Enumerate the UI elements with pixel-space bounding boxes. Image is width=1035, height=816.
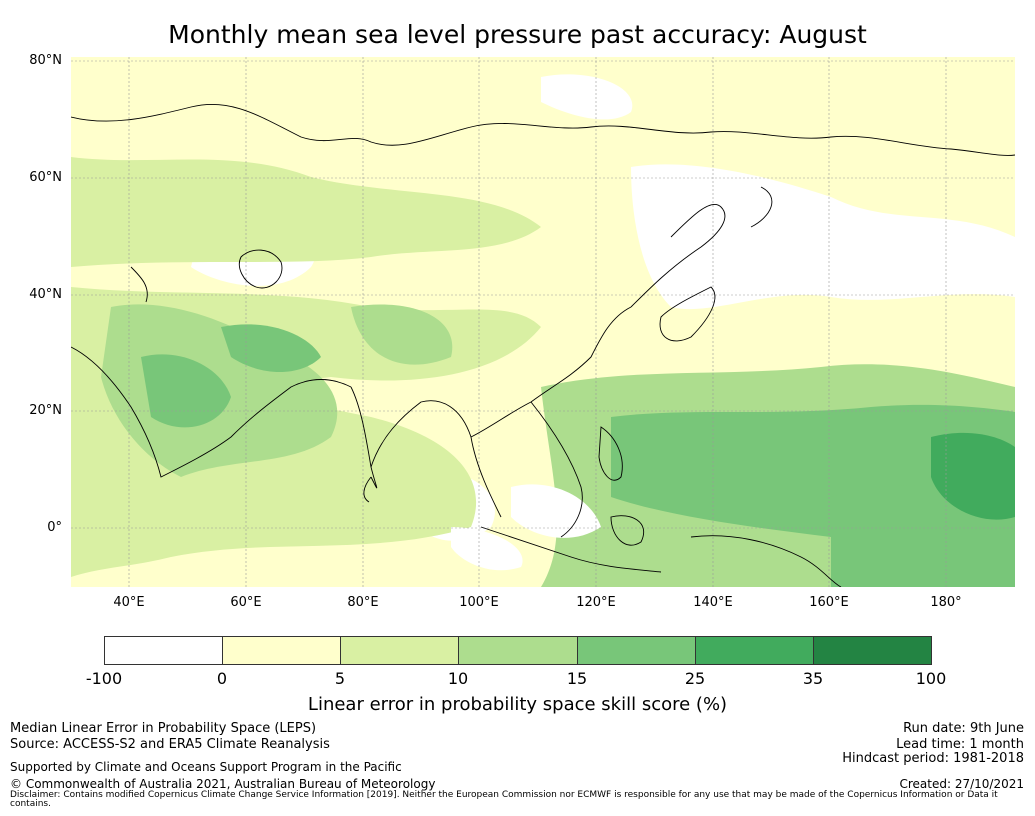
lat-label: 0° xyxy=(47,520,62,535)
footer-description: Median Linear Error in Probability Space… xyxy=(10,721,317,736)
lat-label: 80°N xyxy=(29,53,62,68)
footer-copyright: © Commonwealth of Australia 2021, Austra… xyxy=(10,777,436,791)
created-date: Created: 27/10/2021 xyxy=(899,777,1024,791)
lon-label: 80°E xyxy=(347,595,379,610)
lon-label: 60°E xyxy=(230,595,262,610)
colorbar-swatch xyxy=(105,637,224,664)
lat-label: 60°N xyxy=(29,170,62,185)
colorbar-tick: 35 xyxy=(802,669,824,688)
lon-label: 160°E xyxy=(809,595,849,610)
colorbar-swatch xyxy=(813,637,931,664)
coastlines xyxy=(71,103,1015,587)
lon-label: 40°E xyxy=(113,595,145,610)
colorbar-tick: 10 xyxy=(447,669,469,688)
lon-label: 140°E xyxy=(693,595,733,610)
skill-map xyxy=(71,57,1015,587)
lon-label: 100°E xyxy=(459,595,499,610)
hindcast-period: Hindcast period: 1981-2018 xyxy=(842,751,1024,766)
colorbar-tick: -100 xyxy=(85,669,123,688)
lat-label: 40°N xyxy=(29,287,62,302)
colorbar xyxy=(104,636,932,665)
graticule xyxy=(71,57,1015,587)
colorbar-tick: 5 xyxy=(334,669,346,688)
run-date: Run date: 9th June xyxy=(903,721,1024,736)
footer-source: Source: ACCESS-S2 and ERA5 Climate Reana… xyxy=(10,737,330,752)
colorbar-swatch xyxy=(223,637,342,664)
lat-label: 20°N xyxy=(29,403,62,418)
colorbar-label: Linear error in probability space skill … xyxy=(307,694,728,715)
colorbar-swatch xyxy=(341,637,460,664)
colorbar-swatch xyxy=(459,637,578,664)
map-title: Monthly mean sea level pressure past acc… xyxy=(168,20,867,49)
lon-label: 120°E xyxy=(576,595,616,610)
colorbar-swatch xyxy=(695,637,814,664)
footer-support: Supported by Climate and Oceans Support … xyxy=(10,760,402,774)
lon-label: 180° xyxy=(930,595,962,610)
colorbar-tick: 100 xyxy=(915,669,947,688)
lead-time: Lead time: 1 month xyxy=(896,737,1024,752)
disclaimer: Disclaimer: Contains modified Copernicus… xyxy=(10,790,998,809)
colorbar-tick: 25 xyxy=(684,669,706,688)
colorbar-swatch xyxy=(577,637,696,664)
colorbar-tick: 0 xyxy=(216,669,228,688)
colorbar-tick: 15 xyxy=(566,669,588,688)
